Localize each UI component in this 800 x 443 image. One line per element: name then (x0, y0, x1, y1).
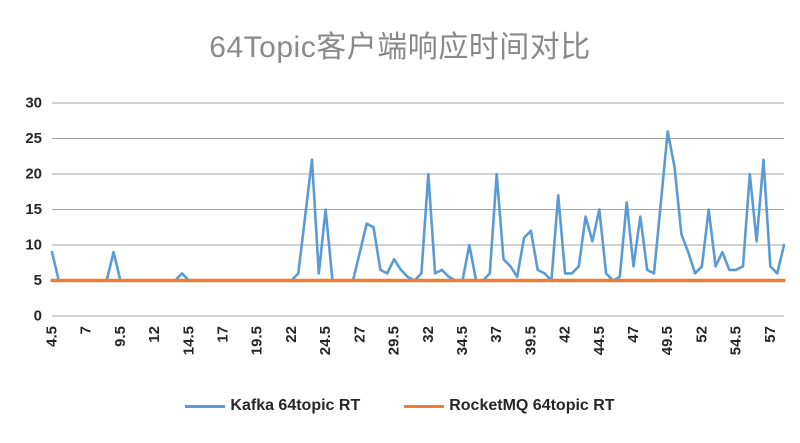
x-tick-label-19.5: 19.5 (249, 326, 266, 355)
x-tick-label-42: 42 (557, 326, 574, 343)
x-tick-label-27: 27 (351, 326, 368, 343)
x-tick-label-39.5: 39.5 (522, 326, 539, 355)
y-tick-label-30: 30 (25, 95, 42, 112)
x-tick-label-49.5: 49.5 (659, 326, 676, 355)
chart-legend: Kafka 64topic RT RocketMQ 64topic RT (0, 397, 800, 415)
x-tick-label-52: 52 (693, 326, 710, 343)
x-tick-label-22: 22 (283, 326, 300, 343)
y-tick-label-0: 0 (34, 308, 42, 325)
series-line-kafka (50, 130, 786, 282)
x-tick-label-44.5: 44.5 (591, 326, 608, 355)
x-tick-label-12: 12 (146, 326, 163, 343)
x-tick-label-37: 37 (488, 326, 505, 343)
x-tick-label-57: 57 (762, 326, 779, 343)
y-tick-label-10: 10 (25, 237, 42, 254)
x-tick-label-32: 32 (420, 326, 437, 343)
legend-line-swatch-kafka (185, 404, 226, 408)
legend-item-rocketmq: RocketMQ 64topic RT (404, 397, 615, 415)
x-tick-label-29.5: 29.5 (386, 326, 403, 355)
y-tick-label-15: 15 (25, 201, 42, 218)
legend-line-swatch-rocketmq (404, 404, 445, 408)
x-tick-label-54.5: 54.5 (728, 326, 745, 355)
y-tick-label-5: 5 (34, 272, 42, 289)
legend-label-rocketmq: RocketMQ 64topic RT (449, 397, 615, 414)
x-tick-label-24.5: 24.5 (317, 326, 334, 355)
x-tick-label-7: 7 (78, 326, 95, 334)
legend-item-kafka: Kafka 64topic RT (185, 397, 360, 415)
y-tick-label-20: 20 (25, 166, 42, 183)
chart-title: 64Topic客户端响应时间对比 (209, 31, 591, 64)
x-tick-label-14.5: 14.5 (180, 326, 197, 355)
x-tick-label-47: 47 (625, 326, 642, 343)
y-tick-label-25: 25 (25, 130, 42, 147)
x-tick-label-4.5: 4.5 (44, 326, 61, 347)
x-tick-label-17: 17 (215, 326, 232, 343)
x-tick-label-9.5: 9.5 (112, 326, 129, 347)
x-tick-label-34.5: 34.5 (454, 326, 471, 355)
legend-label-kafka: Kafka 64topic RT (230, 397, 361, 414)
